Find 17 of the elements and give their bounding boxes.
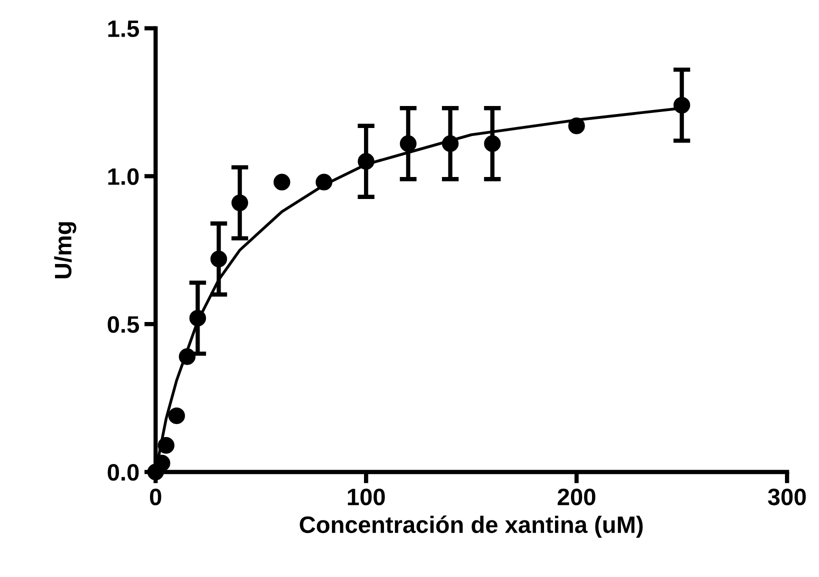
x-tick-label: 0 [150, 488, 162, 506]
y-tick-label: 1.0 [108, 168, 139, 185]
point [178, 348, 196, 365]
point [158, 437, 174, 454]
x-tick-label: 200 [558, 488, 596, 506]
x-tick-label: 100 [348, 488, 385, 506]
point [168, 407, 185, 424]
point [568, 118, 585, 134]
x-tick-label: 300 [768, 488, 806, 506]
y-tick-label: 0.0 [108, 464, 139, 481]
y-tick-label: 0.5 [108, 316, 139, 333]
point [316, 174, 332, 190]
y-tick-label: 1.5 [108, 20, 139, 38]
y-axis-title: U/mg [54, 222, 76, 278]
x-axis-title: Concentración de xantina (uM) [300, 516, 643, 538]
point [274, 174, 290, 190]
point [154, 454, 170, 472]
